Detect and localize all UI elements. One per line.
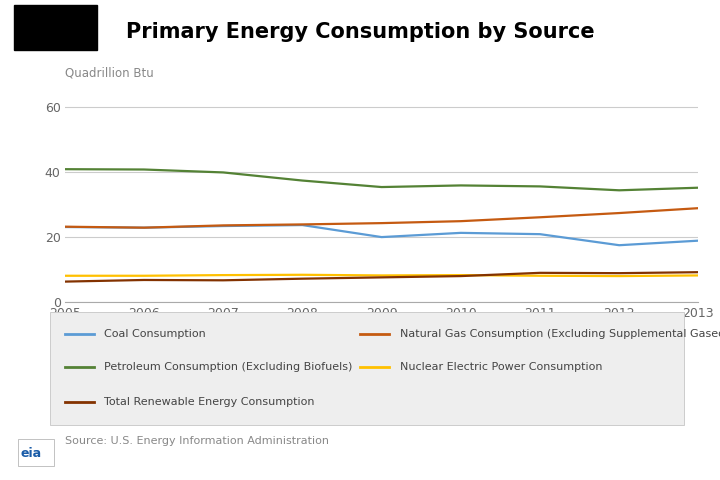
Text: Primary Energy Consumption by Source: Primary Energy Consumption by Source [126, 22, 595, 42]
Text: Source: U.S. Energy Information Administration: Source: U.S. Energy Information Administ… [65, 436, 329, 446]
Text: Total Renewable Energy Consumption: Total Renewable Energy Consumption [104, 397, 315, 407]
Text: Quadrillion Btu: Quadrillion Btu [65, 66, 153, 79]
Text: Nuclear Electric Power Consumption: Nuclear Electric Power Consumption [400, 362, 602, 372]
Text: Natural Gas Consumption (Excluding Supplemental Gaseous Fuels): Natural Gas Consumption (Excluding Suppl… [400, 329, 720, 338]
Text: Coal Consumption: Coal Consumption [104, 329, 206, 338]
Text: eia: eia [20, 447, 41, 460]
Text: Petroleum Consumption (Excluding Biofuels): Petroleum Consumption (Excluding Biofuel… [104, 362, 353, 372]
